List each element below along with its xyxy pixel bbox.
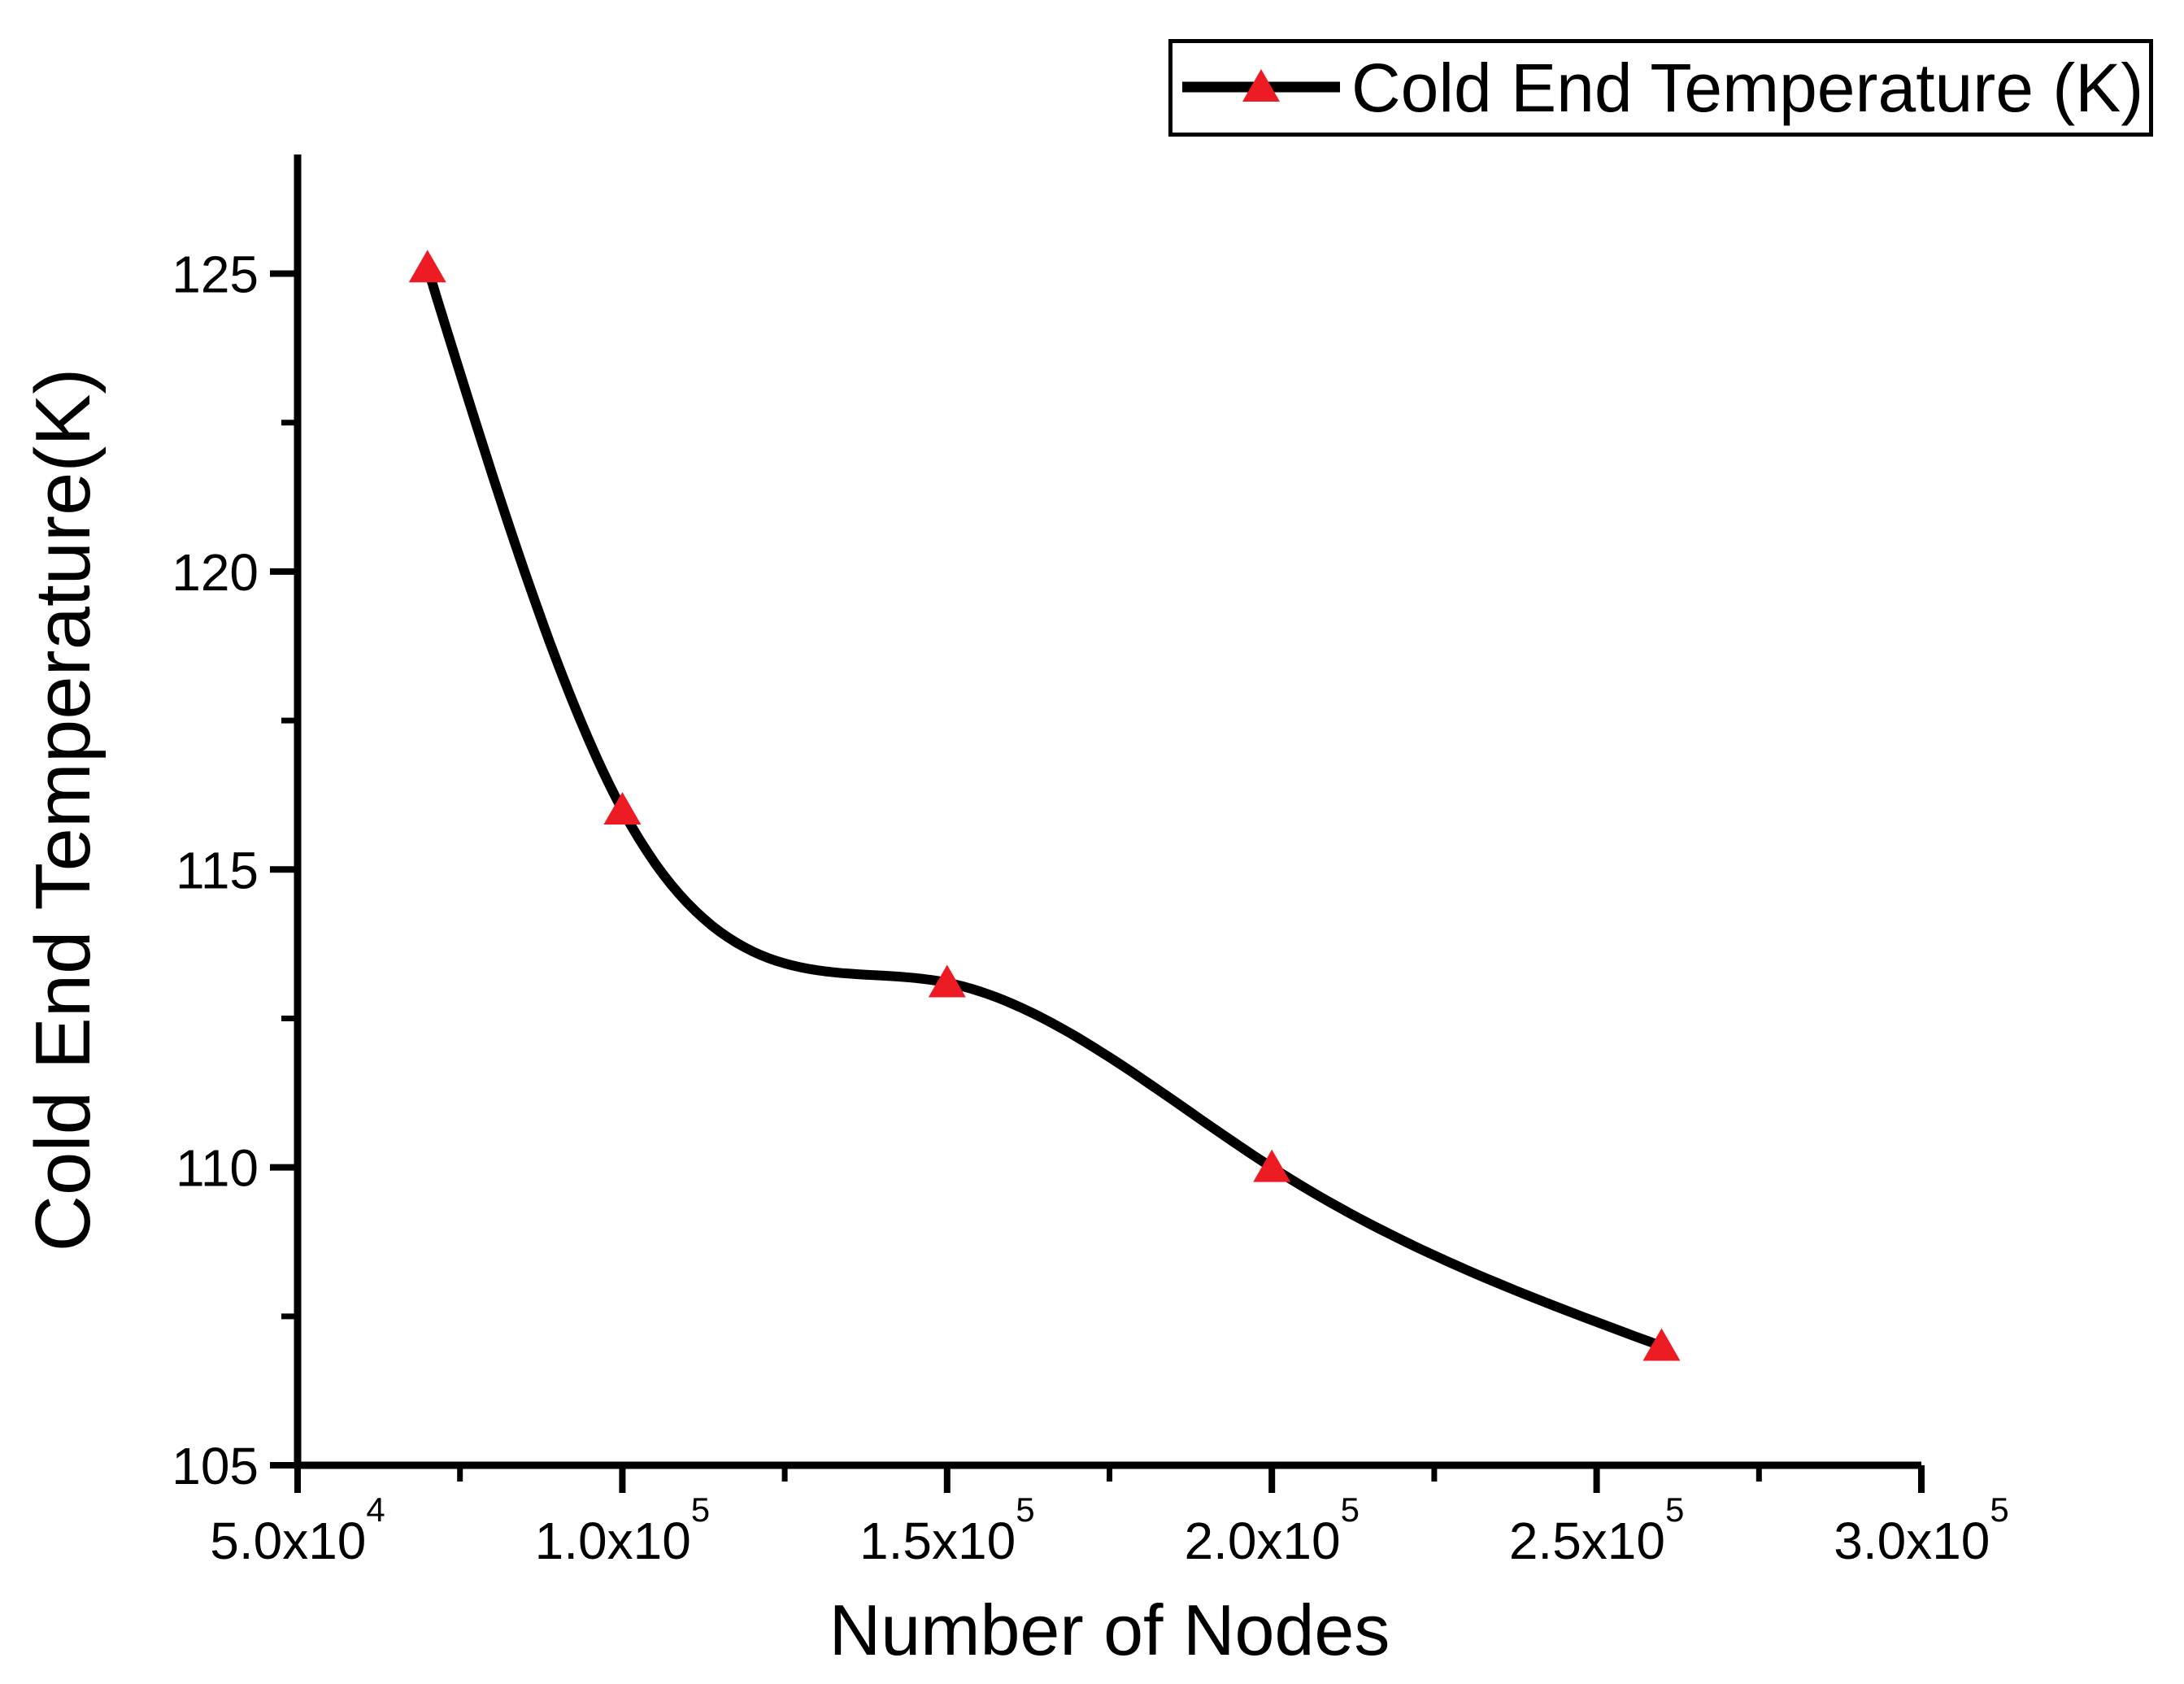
- legend-triangle-up-icon: [1242, 69, 1280, 102]
- x-tick-label: 2.0x105: [1184, 1490, 1360, 1570]
- x-tick-label: 2.5x105: [1509, 1490, 1685, 1570]
- y-tick-label: 115: [176, 841, 259, 899]
- data-point-marker: [408, 250, 446, 283]
- y-tick-label: 105: [172, 1437, 259, 1495]
- y-tick-label: 120: [172, 543, 259, 602]
- data-point-marker: [603, 792, 642, 825]
- legend-label: Cold End Temperature (K): [1351, 49, 2144, 126]
- legend-line-sample: [1182, 69, 1340, 102]
- x-tick-label: 5.0x104: [210, 1490, 385, 1570]
- legend-box: Cold End Temperature (K): [1168, 39, 2153, 137]
- x-tick-label: 1.0x105: [535, 1490, 711, 1570]
- x-tick-label: 3.0x105: [1834, 1490, 2009, 1570]
- x-axis-title: Number of Nodes: [829, 1590, 1390, 1670]
- y-tick-label: 110: [176, 1139, 259, 1198]
- data-point-marker: [1642, 1328, 1681, 1361]
- y-tick-label: 125: [172, 246, 259, 304]
- series-line: [422, 263, 1667, 1351]
- x-tick-label: 1.5x105: [859, 1490, 1035, 1570]
- y-axis-title: Cold End Temperature(K): [20, 368, 107, 1252]
- data-point-marker: [928, 964, 966, 998]
- data-point-marker: [1253, 1149, 1291, 1182]
